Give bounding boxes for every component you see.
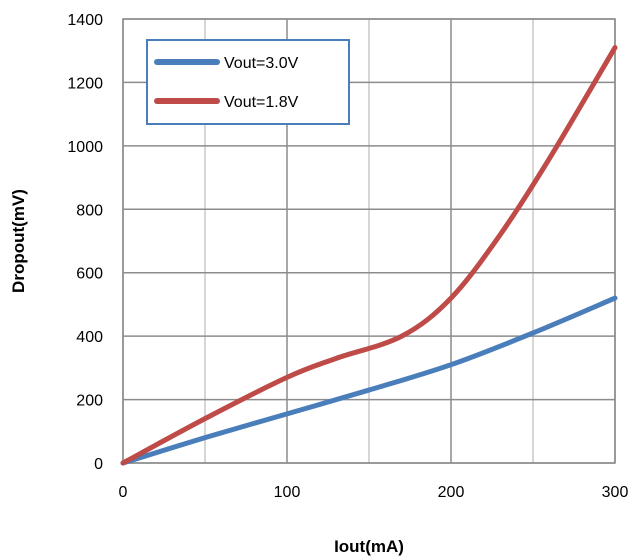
y-tick-label: 1400 <box>67 12 103 29</box>
legend: Vout=3.0V Vout=1.8V <box>146 39 350 125</box>
series-line-vout-1-8v <box>120 45 618 466</box>
y-tick-label: 0 <box>94 456 103 473</box>
series-group <box>120 45 618 466</box>
x-tick-label: 200 <box>438 484 465 501</box>
series-line-vout-3v <box>120 295 618 466</box>
grid <box>122 18 616 464</box>
legend-label-vout-3v: Vout=3.0V <box>224 55 299 72</box>
tick-labels: 0 200 400 600 800 1000 1200 1400 0 100 200 300 <box>67 12 628 501</box>
y-tick-label: 600 <box>76 266 103 283</box>
y-axis-title: Dropout(mV) <box>9 189 28 293</box>
x-axis-title: Iout(mA) <box>334 537 404 556</box>
y-tick-label: 400 <box>76 329 103 346</box>
y-tick-label: 1000 <box>67 139 103 156</box>
plot-area <box>122 18 616 464</box>
x-tick-label: 0 <box>119 484 128 501</box>
y-tick-label: 1200 <box>67 75 103 92</box>
x-tick-label: 100 <box>274 484 301 501</box>
x-tick-label: 300 <box>602 484 629 501</box>
legend-box <box>146 39 350 125</box>
legend-label-vout-1-8v: Vout=1.8V <box>224 94 299 111</box>
y-tick-label: 800 <box>76 202 103 219</box>
y-tick-label: 200 <box>76 393 103 410</box>
